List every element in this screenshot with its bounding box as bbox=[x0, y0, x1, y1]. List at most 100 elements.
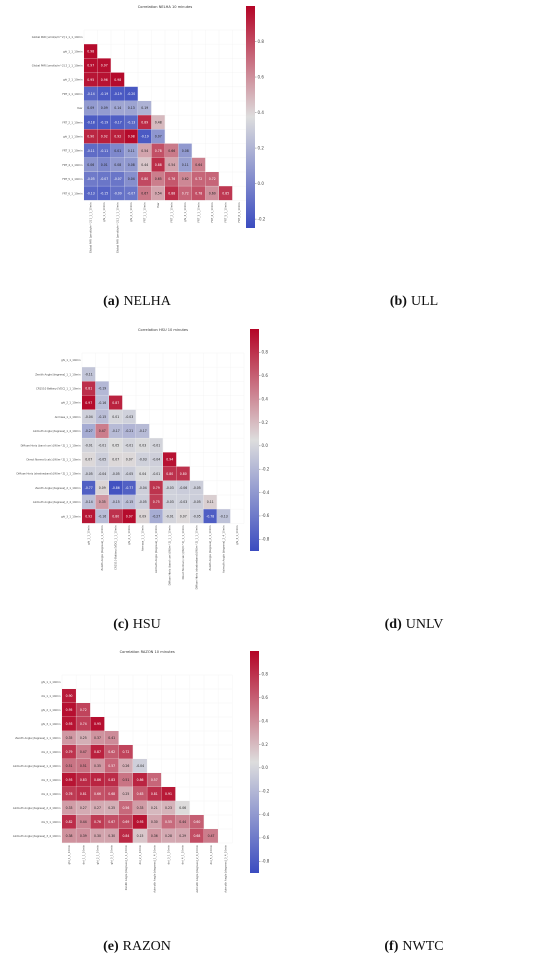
y-tick-label: Zenith Angle [degrees]_2_1_10min bbox=[35, 486, 81, 490]
heatmap-cell bbox=[151, 157, 165, 172]
y-tick-label: Azimuth Angle [degrees]_2_4_10min bbox=[33, 500, 81, 504]
heatmap-cell bbox=[97, 115, 111, 130]
cell-value-label: -0.04 bbox=[139, 486, 147, 490]
cell-value-label: -0.07 bbox=[114, 177, 122, 181]
cell-value-label: 0.81 bbox=[80, 792, 87, 796]
heatmap-cell bbox=[136, 495, 150, 509]
cell-value-label: 0.86 bbox=[94, 778, 101, 782]
panel-caption-label: (c) bbox=[113, 617, 129, 632]
cell-value-label: -0.01 bbox=[152, 472, 160, 476]
heatmap-cell bbox=[178, 143, 192, 158]
colorbar-tick-label: -0.2 bbox=[262, 789, 270, 794]
heatmap-cell bbox=[138, 172, 152, 186]
heatmap-cell bbox=[62, 745, 76, 759]
x-tick-label: FRT_3_1_10min bbox=[197, 202, 201, 222]
heatmap-cell bbox=[104, 815, 119, 829]
cell-value-label: -0.14 bbox=[85, 500, 93, 504]
heatmap-cell bbox=[109, 438, 123, 453]
x-tick-label: Azimuth Angle [degrees]_2_4_10min bbox=[195, 845, 199, 893]
cell-value-label: -0.27 bbox=[152, 514, 160, 518]
cell-value-label: 0.80 bbox=[166, 472, 173, 476]
cell-value-label: 0.60 bbox=[193, 820, 200, 824]
colorbar-tick-label: 0.6 bbox=[262, 373, 269, 378]
cell-value-label: 0.98 bbox=[114, 78, 121, 82]
heatmap-cell bbox=[82, 495, 96, 509]
cell-value-label: 0.76 bbox=[168, 177, 175, 181]
heatmap-panel-f: Correlation NWTC 10 minutes0.950.920.970… bbox=[384, 939, 443, 954]
cell-value-label: 0.30 bbox=[108, 834, 115, 838]
heatmap-cell bbox=[138, 115, 152, 130]
x-tick-label: dni_4_1_10min bbox=[181, 845, 185, 865]
heatmap-cell bbox=[176, 480, 190, 495]
cell-value-label: 0.97 bbox=[85, 401, 92, 405]
heatmap-cell bbox=[104, 731, 119, 745]
cell-value-label: 0.06 bbox=[87, 163, 94, 167]
heatmap-cell bbox=[163, 480, 177, 495]
heatmap-cell bbox=[76, 731, 91, 745]
x-tick-label: Year bbox=[156, 201, 160, 207]
cell-value-label: 0.14 bbox=[114, 106, 121, 110]
cell-value-label: 0.69 bbox=[122, 820, 129, 824]
cell-value-label: 0.96 bbox=[101, 78, 108, 82]
heatmap-cell bbox=[95, 466, 109, 481]
heatmap-cell bbox=[82, 367, 96, 382]
heatmap-cell bbox=[97, 101, 111, 115]
heatmap-cell bbox=[138, 101, 152, 115]
y-tick-label: Year bbox=[77, 106, 83, 110]
heatmap-cell bbox=[178, 157, 192, 172]
cell-value-label: 0.88 bbox=[168, 191, 175, 195]
cell-value-label: 0.93 bbox=[66, 778, 73, 782]
panel-caption: (b) ULL bbox=[390, 294, 438, 309]
cell-value-label: -0.15 bbox=[100, 191, 108, 195]
y-tick-label: Diffuse Horiz (shadowband) [W/m^2]_1_1_1… bbox=[17, 472, 81, 476]
heatmap-cell bbox=[104, 759, 119, 773]
x-tick-label: Diffuse Horiz (band corr) [W/m^2]_1_1_10… bbox=[168, 525, 172, 585]
cell-value-label: 0.82 bbox=[66, 820, 73, 824]
heatmap-cell bbox=[76, 759, 91, 773]
cell-value-label: 0.57 bbox=[151, 778, 158, 782]
heatmap-panel-c: Correlation HSU 10 minutes -0.11 0.81 -0.19… bbox=[17, 328, 270, 632]
heatmap-cell bbox=[76, 815, 91, 829]
heatmap-cell bbox=[138, 129, 152, 144]
panel-caption: (c) HSU bbox=[113, 617, 161, 632]
panel-caption-label: (d) bbox=[385, 617, 402, 632]
x-tick-label: ghi_3_1_10min bbox=[183, 202, 187, 222]
heatmap-title: Correlation RAZON 10 minutes bbox=[120, 650, 175, 654]
colorbar-tick-label: 0.4 bbox=[258, 110, 265, 115]
y-tick-label: FRT_5_1_10min bbox=[62, 177, 82, 181]
heatmap-cell bbox=[111, 172, 125, 186]
cell-value-label: 0.44 bbox=[80, 820, 87, 824]
cell-value-label: 0.76 bbox=[66, 792, 73, 796]
heatmap-cell bbox=[111, 157, 125, 172]
heatmap-cell bbox=[97, 186, 111, 201]
heatmap-cell bbox=[95, 495, 109, 509]
heatmap-cell bbox=[124, 86, 138, 101]
heatmap-cell bbox=[118, 815, 133, 829]
cell-value-label: -0.17 bbox=[112, 429, 120, 433]
heatmap-cell bbox=[109, 495, 123, 509]
heatmap-panel-b: Correlation ULL 10 minutes0.960.770.700.… bbox=[390, 294, 438, 309]
cell-value-label: 0.67 bbox=[141, 191, 148, 195]
x-tick-label: Zenith Angle [degrees]_1_1_10min bbox=[124, 845, 128, 891]
cell-value-label: 0.55 bbox=[165, 820, 172, 824]
heatmap-cell bbox=[95, 480, 109, 495]
heatmap-cell bbox=[189, 829, 204, 843]
heatmap-cell bbox=[95, 395, 109, 410]
cell-value-label: 0.54 bbox=[155, 191, 162, 195]
cell-value-label: 0.79 bbox=[153, 486, 160, 490]
panel-caption-label: (a) bbox=[103, 294, 120, 309]
x-tick-label: FRT_1_1_10min bbox=[143, 202, 147, 222]
cell-value-label: 0.07 bbox=[112, 458, 119, 462]
heatmap-cell bbox=[84, 72, 98, 87]
colorbar-tick-label: -0.8 bbox=[262, 537, 270, 542]
y-tick-label: dni_1_1_10min bbox=[41, 694, 61, 698]
cell-value-label: 0.72 bbox=[195, 177, 202, 181]
heatmap-cell bbox=[161, 829, 176, 843]
heatmap-cell bbox=[138, 157, 152, 172]
heatmap-cell bbox=[118, 773, 133, 787]
heatmap-cell bbox=[133, 829, 147, 843]
cell-value-label: 0.81 bbox=[151, 792, 158, 796]
heatmap-title: Correlation NELHA 10 minutes bbox=[138, 5, 193, 9]
cell-value-label: 0.25 bbox=[122, 792, 129, 796]
cell-value-label: -0.19 bbox=[100, 92, 108, 96]
